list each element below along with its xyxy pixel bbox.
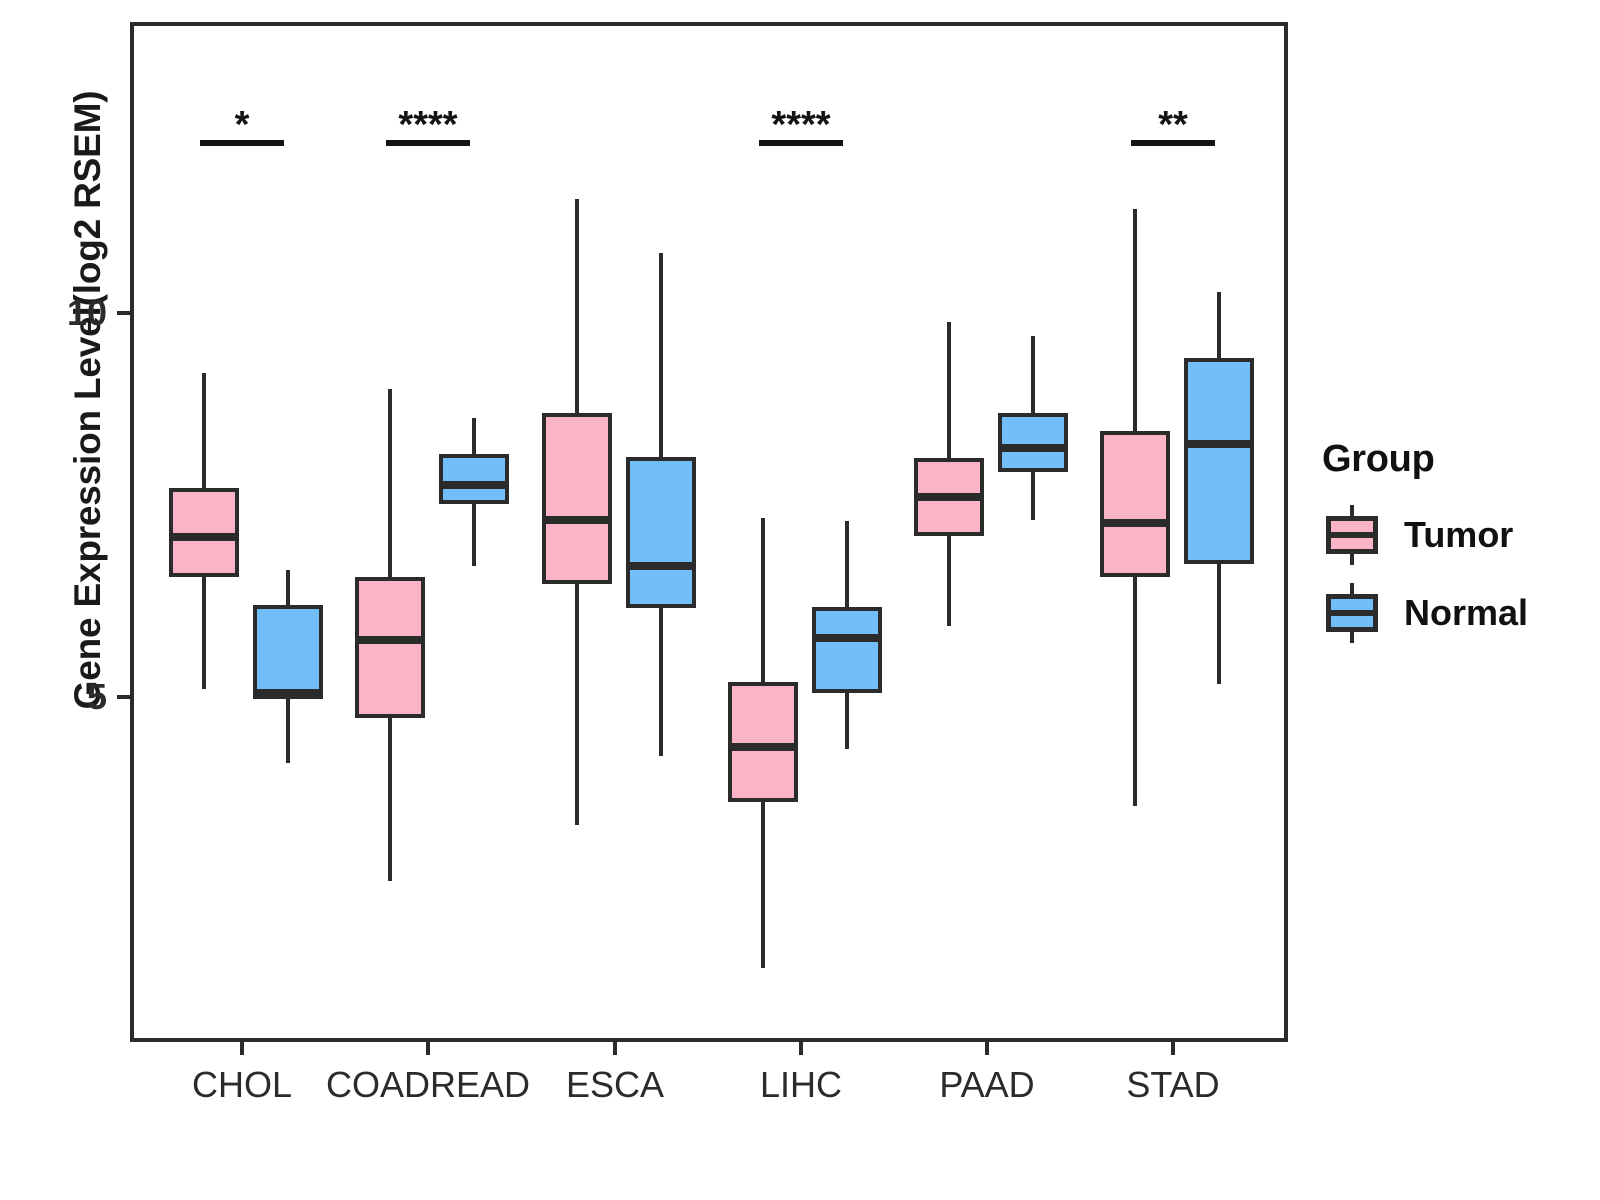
x-tick-mark [799, 1042, 803, 1055]
plot-panel [130, 22, 1288, 1042]
x-tick-label-coadread: COADREAD [325, 1064, 531, 1105]
median-line [439, 481, 509, 490]
boxplot-stad-tumor[interactable] [134, 26, 1284, 1038]
legend-key-normal [1322, 581, 1382, 645]
y-axis-title: Gene Expression Level(log2 RSEM) [67, 90, 108, 710]
significance-bar-stad [1131, 140, 1215, 147]
median-line [1184, 439, 1254, 448]
median-line [914, 493, 984, 502]
legend-key-whisker-bottom [1350, 553, 1354, 565]
median-line [1100, 518, 1170, 527]
significance-label-coadread: **** [398, 104, 458, 147]
box-rect [1184, 358, 1254, 564]
median-line [626, 561, 696, 570]
legend-key-whisker-bottom [1350, 631, 1354, 643]
median-line [812, 634, 882, 643]
legend-label-tumor: Tumor [1404, 514, 1514, 555]
x-tick-label-esca: ESCA [565, 1064, 665, 1105]
box-rect [439, 454, 509, 505]
significance-label-lihc: **** [771, 104, 831, 147]
boxplot-paad-normal[interactable] [134, 26, 1284, 1038]
median-line [998, 443, 1068, 452]
y-tick-mark [117, 695, 130, 699]
legend-key-tumor [1322, 503, 1382, 567]
significance-bar-chol [200, 140, 284, 147]
x-tick-mark [985, 1042, 989, 1055]
boxplot-esca-normal[interactable] [134, 26, 1284, 1038]
x-tick-label-chol: CHOL [191, 1064, 293, 1105]
box-rect [355, 576, 425, 718]
legend-item-normal[interactable]: Normal [1322, 581, 1582, 645]
box-rect [253, 605, 323, 700]
box-rect [998, 413, 1068, 473]
x-tick-mark [1171, 1042, 1175, 1055]
boxplot-coadread-normal[interactable] [134, 26, 1284, 1038]
plot-area [134, 26, 1284, 1038]
boxplot-lihc-tumor[interactable] [134, 26, 1284, 1038]
legend-key-whisker-top [1350, 505, 1354, 517]
x-tick-mark [240, 1042, 244, 1055]
boxplot-chol-normal[interactable] [134, 26, 1284, 1038]
legend-key-median [1326, 610, 1378, 616]
legend: Group Tumor Normal [1322, 438, 1582, 659]
median-line [253, 689, 323, 698]
boxplot-coadread-tumor[interactable] [134, 26, 1284, 1038]
y-tick-label: 10 [66, 292, 107, 333]
box-rect [542, 413, 612, 585]
boxplot-lihc-normal[interactable] [134, 26, 1284, 1038]
legend-label-normal: Normal [1404, 592, 1529, 633]
y-tick-mark [117, 311, 130, 315]
legend-key-whisker-top [1350, 583, 1354, 595]
significance-label-chol: * [234, 104, 250, 147]
significance-label-stad: ** [1158, 104, 1188, 147]
median-line [355, 635, 425, 644]
boxplot-stad-normal[interactable] [134, 26, 1284, 1038]
x-tick-label-stad: STAD [1126, 1064, 1220, 1105]
x-tick-mark [613, 1042, 617, 1055]
significance-bar-coadread [386, 140, 470, 147]
x-tick-label-paad: PAAD [939, 1064, 1035, 1105]
legend-title: Group [1322, 438, 1435, 480]
legend-item-tumor[interactable]: Tumor [1322, 503, 1582, 567]
boxplot-chol-tumor[interactable] [134, 26, 1284, 1038]
x-tick-label-lihc: LIHC [759, 1064, 843, 1105]
box-rect [728, 681, 798, 803]
box-rect [626, 456, 696, 609]
median-line [169, 532, 239, 541]
median-line [542, 515, 612, 524]
box-rect [1100, 430, 1170, 577]
boxplot-paad-tumor[interactable] [134, 26, 1284, 1038]
box-rect [812, 606, 882, 693]
legend-key-median [1326, 532, 1378, 538]
y-tick-label: 5 [86, 676, 107, 717]
x-tick-mark [426, 1042, 430, 1055]
boxplot-esca-tumor[interactable] [134, 26, 1284, 1038]
median-line [728, 743, 798, 752]
significance-bar-lihc [759, 140, 843, 147]
